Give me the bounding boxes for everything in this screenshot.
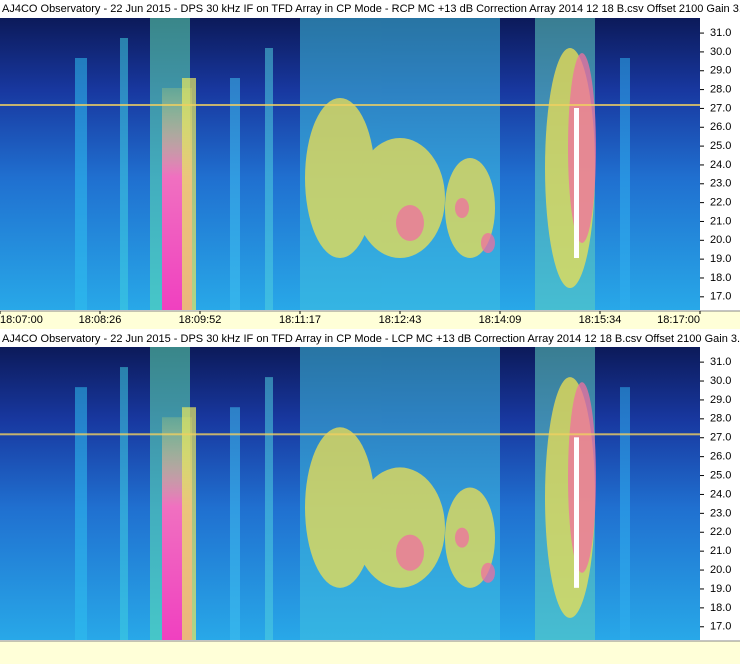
y-tick-label: 29.0	[710, 65, 731, 77]
y-tick-label: 27.0	[710, 432, 731, 444]
x-tick-label: 18:11:17	[279, 314, 321, 326]
spectrogram-image	[0, 18, 700, 310]
y-tick-label: 21.0	[710, 545, 731, 557]
y-tick-label: 30.0	[710, 375, 731, 387]
y-tick-label: 26.0	[710, 451, 731, 463]
y-tick-label: 26.0	[710, 121, 731, 133]
chart-title: AJ4CO Observatory - 22 Jun 2015 - DPS 30…	[2, 333, 740, 345]
spectrogram-image	[0, 347, 700, 640]
y-tick-label: 21.0	[710, 215, 731, 227]
y-tick-label: 17.0	[710, 291, 731, 303]
y-tick-label: 22.0	[710, 526, 731, 538]
y-tick-label: 28.0	[710, 83, 731, 95]
y-tick-label: 24.0	[710, 159, 731, 171]
y-tick-label: 30.0	[710, 46, 731, 58]
y-tick-label: 20.0	[710, 564, 731, 576]
y-tick-label: 19.0	[710, 583, 731, 595]
y-tick-label: 31.0	[710, 356, 731, 368]
y-tick-label: 25.0	[710, 469, 731, 481]
x-tick-label: 18:08:26	[79, 314, 122, 326]
time-axis-bar	[0, 311, 740, 329]
y-tick-label: 31.0	[710, 27, 731, 39]
y-tick-label: 19.0	[710, 253, 731, 265]
time-axis-bar	[0, 641, 740, 664]
x-tick-label: 18:17:00	[657, 314, 700, 326]
x-tick-label: 18:09:52	[179, 314, 222, 326]
y-tick-label: 25.0	[710, 140, 731, 152]
x-tick-label: 18:12:43	[379, 314, 422, 326]
y-tick-label: 24.0	[710, 488, 731, 500]
chart-title: AJ4CO Observatory - 22 Jun 2015 - DPS 30…	[2, 3, 740, 15]
x-tick-label: 18:07:00	[0, 314, 43, 326]
y-tick-label: 17.0	[710, 621, 731, 633]
x-tick-label: 18:15:34	[579, 314, 622, 326]
y-tick-label: 22.0	[710, 197, 731, 209]
y-tick-label: 23.0	[710, 178, 731, 190]
y-tick-label: 28.0	[710, 413, 731, 425]
y-tick-label: 18.0	[710, 272, 731, 284]
x-tick-label: 18:14:09	[479, 314, 522, 326]
y-tick-label: 27.0	[710, 102, 731, 114]
y-tick-label: 23.0	[710, 507, 731, 519]
y-tick-label: 20.0	[710, 234, 731, 246]
y-tick-label: 18.0	[710, 602, 731, 614]
y-tick-label: 29.0	[710, 394, 731, 406]
